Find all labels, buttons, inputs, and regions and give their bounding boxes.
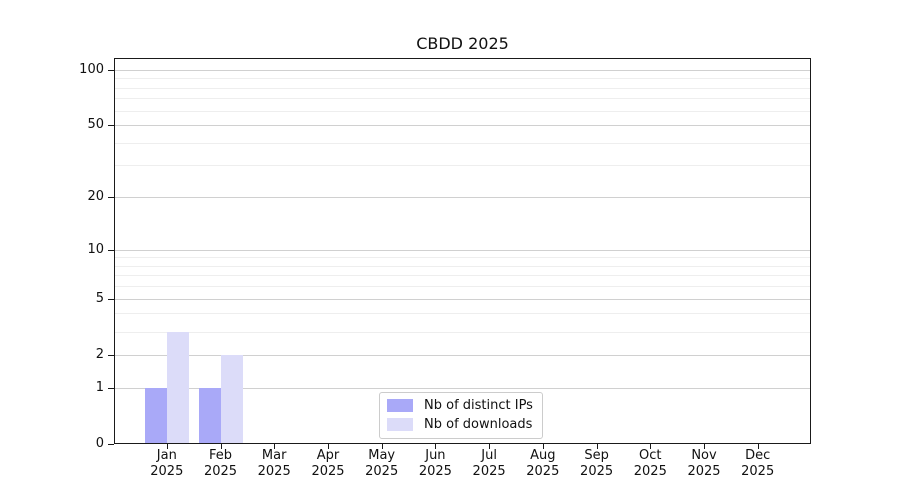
y-tick-label: 5 xyxy=(95,290,104,306)
minor-gridline xyxy=(114,78,811,80)
y-tick-mark xyxy=(108,354,114,356)
minor-gridline xyxy=(114,313,811,315)
legend-item-distinct-ips: Nb of distinct IPs xyxy=(387,398,533,413)
x-tick-label: Aug 2025 xyxy=(526,448,560,479)
minor-gridline xyxy=(114,265,811,267)
bar-downloads-feb xyxy=(220,354,243,444)
minor-gridline xyxy=(114,275,811,277)
y-tick-label: 10 xyxy=(87,241,104,257)
bar-distinct-ips-jan xyxy=(144,387,167,444)
legend-label-distinct-ips: Nb of distinct IPs xyxy=(424,398,533,413)
x-tick-mark xyxy=(274,444,276,449)
y-tick-mark xyxy=(108,249,114,251)
x-tick-label: Sep 2025 xyxy=(580,448,614,479)
x-tick-mark xyxy=(489,444,491,449)
y-tick-mark xyxy=(108,125,114,126)
x-tick-label: Dec 2025 xyxy=(741,448,775,479)
minor-gridline xyxy=(114,165,811,167)
x-tick-label: May 2025 xyxy=(365,448,399,479)
x-tick-label: Jan 2025 xyxy=(150,448,184,479)
x-tick-mark xyxy=(381,444,383,449)
x-tick-label: Jun 2025 xyxy=(418,448,452,479)
y-tick-label: 50 xyxy=(87,117,104,132)
major-gridline xyxy=(114,387,811,389)
legend-label-downloads: Nb of downloads xyxy=(424,417,533,432)
plot-area xyxy=(114,58,811,444)
bar-downloads-jan xyxy=(166,331,189,444)
minor-gridline xyxy=(114,257,811,259)
y-tick-label: 100 xyxy=(79,61,104,77)
major-gridline xyxy=(114,354,811,356)
x-tick-mark xyxy=(328,444,329,449)
x-tick-mark xyxy=(757,444,759,449)
major-gridline xyxy=(114,249,811,251)
legend-item-downloads: Nb of downloads xyxy=(387,417,533,432)
y-tick-label: 0 xyxy=(95,436,104,451)
x-tick-mark xyxy=(596,444,598,449)
x-tick-label: Apr 2025 xyxy=(311,448,345,479)
minor-gridline xyxy=(114,87,811,89)
legend: Nb of distinct IPs Nb of downloads xyxy=(379,392,543,439)
bar-distinct-ips-feb xyxy=(198,387,221,444)
y-tick-label: 2 xyxy=(95,346,104,362)
minor-gridline xyxy=(114,142,811,144)
x-tick-mark xyxy=(542,444,544,449)
y-tick-label: 1 xyxy=(95,379,104,395)
x-tick-label: Oct 2025 xyxy=(633,448,667,479)
minor-gridline xyxy=(114,110,811,112)
x-tick-mark xyxy=(166,444,168,449)
y-tick-mark xyxy=(108,69,114,71)
x-tick-mark xyxy=(435,444,437,449)
axes-spines xyxy=(114,58,811,444)
y-tick-mark xyxy=(108,387,114,389)
y-tick-mark xyxy=(108,444,114,445)
major-gridline xyxy=(114,69,811,71)
x-tick-label: Feb 2025 xyxy=(203,448,238,479)
major-gridline xyxy=(114,298,811,300)
legend-swatch-downloads xyxy=(387,418,413,431)
x-tick-label: Jul 2025 xyxy=(472,448,506,479)
legend-swatch-distinct-ips xyxy=(387,399,413,412)
minor-gridline xyxy=(114,98,811,100)
x-tick-label: Nov 2025 xyxy=(687,448,721,479)
y-tick-mark xyxy=(108,197,114,198)
x-tick-mark xyxy=(650,444,652,449)
x-tick-label: Mar 2025 xyxy=(257,448,291,479)
minor-gridline xyxy=(114,331,811,333)
major-gridline xyxy=(114,125,811,126)
x-tick-mark xyxy=(220,444,222,449)
major-gridline xyxy=(114,197,811,198)
y-tick-label: 20 xyxy=(87,189,104,204)
y-tick-mark xyxy=(108,298,114,300)
minor-gridline xyxy=(114,286,811,288)
chart-title: CBDD 2025 xyxy=(416,34,509,53)
x-tick-mark xyxy=(704,444,705,449)
